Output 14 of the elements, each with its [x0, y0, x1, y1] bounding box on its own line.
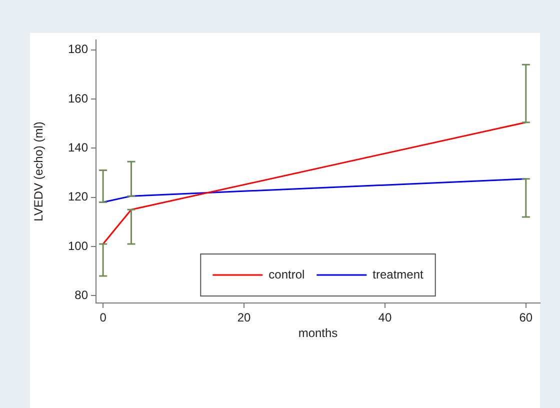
- x-tick-label: 40: [378, 310, 392, 325]
- x-tick-label: 20: [237, 310, 251, 325]
- y-tick-label: 140: [68, 140, 88, 154]
- legend-label: control: [268, 267, 305, 282]
- x-axis-title: months: [298, 326, 338, 340]
- y-tick-label: 120: [68, 190, 88, 204]
- x-tick-label: 60: [519, 310, 533, 325]
- y-tick-label: 180: [68, 42, 88, 56]
- y-tick-label: 100: [68, 238, 88, 253]
- y-tick-label: 80: [74, 288, 88, 302]
- legend-label: treatment: [372, 267, 424, 282]
- y-axis-title: LVEDV (echo) (ml): [32, 122, 46, 222]
- x-tick-label: 0: [100, 310, 107, 325]
- y-tick-label: 160: [68, 91, 88, 106]
